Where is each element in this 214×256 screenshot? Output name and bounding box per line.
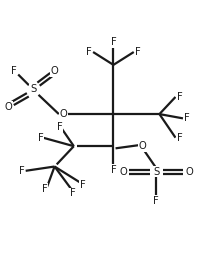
- Text: F: F: [111, 37, 116, 47]
- Text: O: O: [59, 109, 67, 119]
- Text: F: F: [184, 113, 190, 123]
- Text: F: F: [111, 165, 116, 175]
- Text: F: F: [42, 184, 48, 194]
- Text: O: O: [51, 66, 58, 76]
- Text: F: F: [80, 180, 85, 190]
- Text: S: S: [30, 84, 36, 94]
- Text: F: F: [38, 133, 43, 143]
- Text: F: F: [135, 47, 141, 57]
- Text: O: O: [138, 141, 146, 151]
- Text: O: O: [5, 102, 12, 112]
- Text: F: F: [11, 66, 17, 76]
- Text: O: O: [186, 167, 193, 177]
- Text: O: O: [119, 167, 127, 177]
- Text: F: F: [57, 122, 63, 132]
- Text: F: F: [70, 188, 76, 198]
- Text: F: F: [19, 166, 24, 176]
- Text: F: F: [86, 47, 92, 57]
- Text: S: S: [153, 167, 159, 177]
- Text: F: F: [177, 133, 183, 143]
- Text: F: F: [177, 92, 183, 102]
- Text: F: F: [153, 196, 159, 206]
